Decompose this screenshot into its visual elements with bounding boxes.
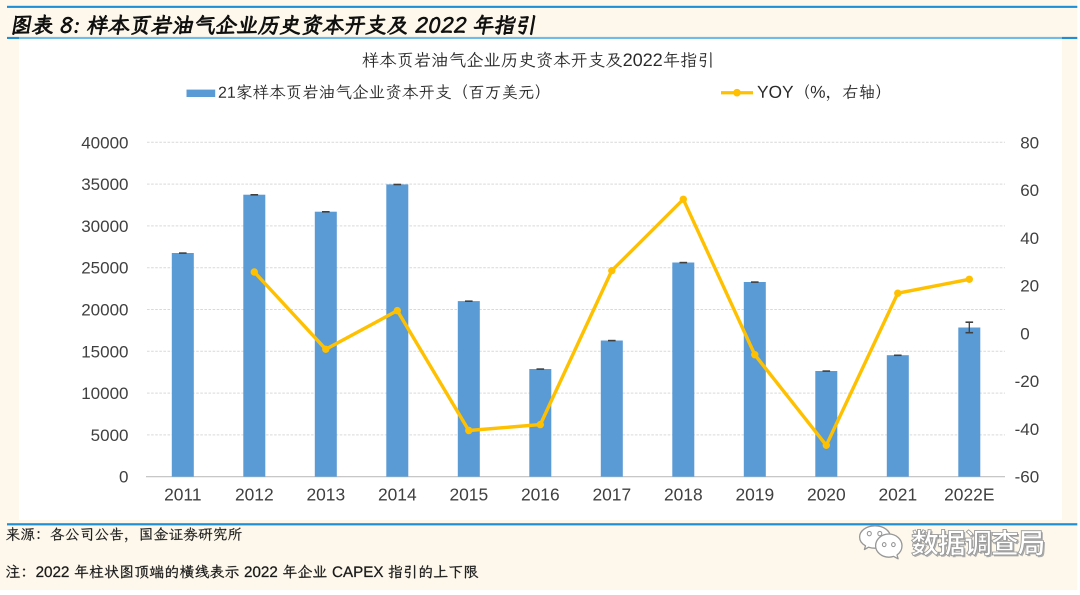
svg-text:5000: 5000 xyxy=(91,426,129,445)
svg-text:2015: 2015 xyxy=(449,485,488,505)
svg-text:40: 40 xyxy=(1020,229,1039,248)
svg-text:2011: 2011 xyxy=(164,485,201,505)
svg-text:2020: 2020 xyxy=(807,485,846,505)
svg-text:10000: 10000 xyxy=(81,384,128,403)
svg-text:80: 80 xyxy=(1020,133,1039,152)
svg-text:2014: 2014 xyxy=(378,485,417,505)
svg-text:25000: 25000 xyxy=(81,259,128,278)
svg-text:-60: -60 xyxy=(1015,468,1040,487)
svg-text:2018: 2018 xyxy=(664,485,703,505)
svg-text:0: 0 xyxy=(119,468,128,487)
svg-text:0: 0 xyxy=(1020,324,1029,343)
svg-text:-40: -40 xyxy=(1015,420,1040,439)
svg-text:20: 20 xyxy=(1020,277,1039,296)
svg-text:2013: 2013 xyxy=(306,485,345,505)
svg-text:35000: 35000 xyxy=(81,175,128,194)
svg-text:2016: 2016 xyxy=(521,485,560,505)
svg-text:60: 60 xyxy=(1020,181,1039,200)
svg-text:2021: 2021 xyxy=(878,485,917,505)
svg-text:2017: 2017 xyxy=(592,485,631,505)
svg-text:20000: 20000 xyxy=(81,301,128,320)
svg-text:2012: 2012 xyxy=(235,485,274,505)
svg-text:2019: 2019 xyxy=(735,485,774,505)
svg-text:2022E: 2022E xyxy=(944,485,994,505)
svg-text:40000: 40000 xyxy=(81,133,128,152)
svg-text:15000: 15000 xyxy=(81,342,128,361)
svg-text:-20: -20 xyxy=(1015,372,1040,391)
svg-text:30000: 30000 xyxy=(81,217,128,236)
